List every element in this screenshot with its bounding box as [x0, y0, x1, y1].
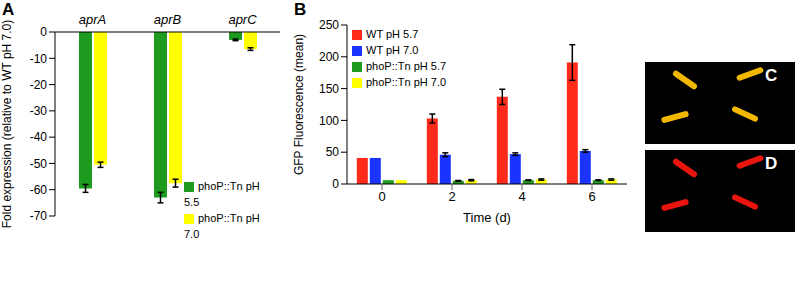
svg-text:Fold expression (relative to W: Fold expression (relative to WT pH 7.0): [0, 20, 14, 229]
svg-text:Time (d): Time (d): [463, 210, 511, 225]
svg-text:4: 4: [518, 189, 525, 204]
html-text:phoP::Tn pH 7.0: phoP::Tn pH 7.0: [184, 212, 260, 240]
svg-text:150: 150: [319, 82, 339, 96]
svg-text:aprC: aprC: [228, 12, 257, 27]
svg-text:250: 250: [319, 18, 339, 32]
svg-text:0: 0: [378, 189, 385, 204]
svg-text:-10: -10: [30, 52, 48, 66]
svg-text:50: 50: [326, 145, 340, 159]
svg-text:-50: -50: [30, 157, 48, 171]
svg-text:-30: -30: [30, 104, 48, 118]
svg-text:aprB: aprB: [154, 12, 182, 27]
svg-text:GFP Fluorescence (mean): GFP Fluorescence (mean): [292, 34, 306, 175]
html-text:WT pH 7.0: WT pH 7.0: [366, 44, 419, 56]
svg-text:aprA: aprA: [79, 12, 106, 27]
svg-text:100: 100: [319, 114, 339, 128]
svg-text:6: 6: [588, 189, 595, 204]
svg-text:-20: -20: [30, 78, 48, 92]
html-text:C: C: [765, 66, 778, 85]
svg-text:-60: -60: [30, 183, 48, 197]
svg-text:200: 200: [319, 50, 339, 64]
html-text:D: D: [765, 154, 778, 173]
html-text:B: B: [294, 0, 307, 19]
svg-text:2: 2: [448, 189, 455, 204]
svg-text:0: 0: [40, 25, 47, 39]
html-text:WT pH 5.7: WT pH 5.7: [366, 28, 419, 40]
svg-text:-40: -40: [30, 130, 48, 144]
html-text:phoP::Tn pH 7.0: phoP::Tn pH 7.0: [366, 76, 447, 88]
html-text:phoP::Tn pH 5.7: phoP::Tn pH 5.7: [366, 60, 447, 72]
html-text:A: A: [2, 0, 15, 19]
svg-text:-70: -70: [30, 209, 48, 223]
html-text:phoP::Tn pH 5.5: phoP::Tn pH 5.5: [184, 180, 260, 208]
svg-text:0: 0: [332, 177, 339, 191]
